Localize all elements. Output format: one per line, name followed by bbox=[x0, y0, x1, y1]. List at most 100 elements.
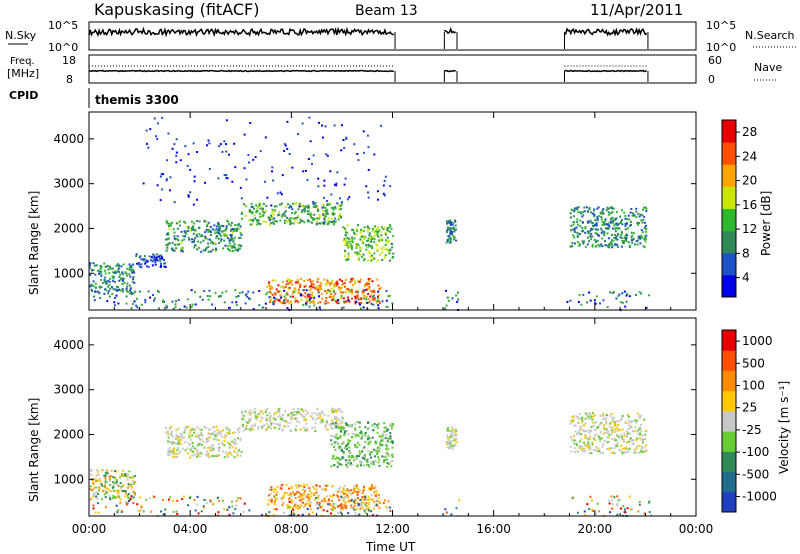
velocity-echo bbox=[124, 474, 127, 477]
power-echo bbox=[316, 280, 319, 283]
power-echo bbox=[582, 242, 585, 245]
velocity-echo bbox=[199, 442, 202, 445]
power-echo-noise bbox=[342, 300, 345, 303]
velocity-echo-noise bbox=[140, 506, 143, 509]
velocity-echo bbox=[213, 454, 216, 457]
velocity-echo bbox=[238, 426, 241, 429]
velocity-echo bbox=[274, 412, 277, 415]
power-echo bbox=[589, 235, 592, 238]
velocity-echo bbox=[113, 477, 116, 480]
power-echo bbox=[346, 288, 349, 291]
velocity-echo bbox=[214, 434, 217, 437]
velocity-echo bbox=[229, 444, 232, 447]
velocity-echo bbox=[364, 440, 367, 443]
date-label: 11/Apr/2011 bbox=[590, 1, 683, 19]
power-echo bbox=[335, 300, 338, 303]
power-echo bbox=[370, 238, 373, 241]
velocity-echo-noise bbox=[326, 510, 329, 513]
velocity-echo bbox=[331, 409, 334, 412]
velocity-echo bbox=[130, 477, 133, 480]
velocity-echo-noise bbox=[115, 504, 118, 507]
velocity-echo bbox=[187, 442, 190, 445]
velocity-echo-noise bbox=[307, 500, 310, 503]
velocity-echo bbox=[366, 458, 369, 461]
power-echo-sparse bbox=[304, 169, 307, 172]
power-echo bbox=[176, 227, 179, 230]
power-echo bbox=[100, 286, 103, 289]
velocity-echo bbox=[131, 476, 134, 479]
velocity-echo bbox=[321, 418, 324, 421]
power-echo bbox=[392, 252, 395, 255]
power-echo bbox=[363, 226, 366, 229]
power-echo bbox=[449, 231, 452, 234]
power-echo bbox=[173, 237, 176, 240]
power-echo bbox=[618, 227, 621, 230]
velocity-echo bbox=[344, 422, 347, 425]
power-echo bbox=[635, 207, 638, 210]
velocity-echo bbox=[325, 484, 328, 487]
velocity-echo bbox=[276, 491, 279, 494]
power-echo bbox=[577, 211, 580, 214]
velocity-echo bbox=[205, 441, 208, 444]
power-echo bbox=[273, 222, 276, 225]
power-echo bbox=[199, 235, 202, 238]
velocity-echo bbox=[284, 419, 287, 422]
velocity-echo bbox=[297, 484, 300, 487]
power-echo-noise bbox=[138, 290, 141, 293]
velocity-echo-noise bbox=[352, 500, 355, 503]
power-echo bbox=[347, 240, 350, 243]
power-echo bbox=[326, 210, 329, 213]
velocity-echo bbox=[343, 492, 346, 495]
power-echo-noise bbox=[371, 295, 374, 298]
power-echo bbox=[309, 278, 312, 281]
velocity-echo bbox=[366, 505, 369, 508]
velocity-echo bbox=[331, 427, 334, 430]
velocity-echo bbox=[330, 439, 333, 442]
power-colorbar-segment bbox=[722, 120, 736, 143]
power-echo bbox=[358, 280, 361, 283]
velocity-echo-noise bbox=[140, 504, 143, 507]
power-echo bbox=[367, 243, 370, 246]
velocity-echo bbox=[362, 448, 365, 451]
velocity-echo bbox=[227, 452, 230, 455]
power-echo bbox=[454, 228, 457, 231]
velocity-echo bbox=[174, 437, 177, 440]
velocity-echo bbox=[209, 432, 212, 435]
power-echo bbox=[101, 281, 104, 284]
velocity-echo bbox=[370, 450, 373, 453]
velocity-echo bbox=[621, 436, 624, 439]
velocity-echo bbox=[599, 414, 602, 417]
velocity-echo bbox=[632, 439, 635, 442]
power-echo bbox=[370, 254, 373, 257]
velocity-echo bbox=[221, 443, 224, 446]
velocity-echo bbox=[357, 455, 360, 458]
power-echo bbox=[139, 255, 142, 258]
power-echo bbox=[159, 257, 162, 260]
power-echo bbox=[217, 228, 220, 231]
power-echo-sparse bbox=[169, 176, 172, 179]
velocity-echo bbox=[207, 447, 210, 450]
power-echo bbox=[283, 222, 286, 225]
velocity-echo bbox=[455, 429, 458, 432]
velocity-echo bbox=[89, 468, 92, 471]
power-echo bbox=[129, 275, 132, 278]
velocity-echo-noise bbox=[280, 498, 283, 501]
power-echo bbox=[200, 250, 203, 253]
power-echo bbox=[108, 272, 111, 275]
power-echo bbox=[610, 233, 613, 236]
power-echo bbox=[268, 223, 271, 226]
power-echo bbox=[230, 235, 233, 238]
power-echo bbox=[353, 237, 356, 240]
velocity-echo bbox=[285, 483, 288, 486]
velocity-echo bbox=[333, 441, 336, 444]
power-echo-sparse bbox=[340, 201, 343, 204]
velocity-echo bbox=[208, 445, 211, 448]
power-echo bbox=[584, 231, 587, 234]
velocity-echo bbox=[345, 507, 348, 510]
velocity-echo bbox=[587, 429, 590, 432]
velocity-echo bbox=[323, 498, 326, 501]
power-echo bbox=[361, 292, 364, 295]
power-echo bbox=[280, 202, 283, 205]
velocity-echo bbox=[205, 454, 208, 457]
